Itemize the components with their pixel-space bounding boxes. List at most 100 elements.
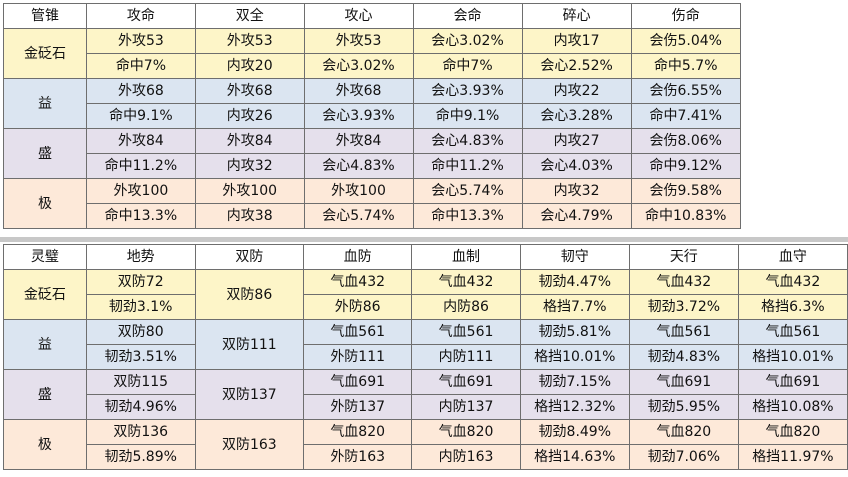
shuangfang-cell: 双防111 — [194, 319, 305, 370]
stat-cell: 会心3.02% — [412, 28, 523, 54]
stat-cell: 气血820 — [737, 419, 848, 445]
stat-cell: 内攻32 — [521, 178, 632, 204]
stat-cell: 外攻68 — [303, 78, 414, 104]
stat-cell: 外攻100 — [303, 178, 414, 204]
stat-cell: 命中11.2% — [85, 153, 196, 179]
stat-cell: 气血691 — [302, 369, 413, 395]
stat-cell: 会心2.52% — [521, 53, 632, 79]
tier-label: 益 — [3, 319, 87, 370]
stat-cell: 气血432 — [737, 269, 848, 295]
table-row: 益外攻68 外攻68 外攻68 会心3.93% 内攻22 会伤6.55% — [3, 78, 848, 129]
stat-cell: 会心4.03% — [521, 153, 632, 179]
table-row: 益双防80 双防111 气血561 气血561 韧劲5.81% 气血561 气血561 — [3, 319, 848, 370]
stat-cell: 气血691 — [411, 369, 521, 395]
column-header: 攻心 — [303, 3, 414, 29]
table-row: 盛双防115 双防137 气血691 气血691 韧劲7.15% 气血691 气血691 — [3, 369, 848, 420]
empty-cell — [740, 53, 848, 79]
stat-cell: 会心3.02% — [303, 53, 414, 79]
stat-cell: 气血561 — [628, 319, 739, 345]
stat-cell: 气血432 — [302, 269, 413, 295]
stat-cell: 韧劲5.89% — [85, 444, 196, 470]
stat-cell: 会心4.83% — [412, 128, 523, 154]
stat-cell: 韧劲4.96% — [85, 394, 196, 420]
stat-cell: 格挡10.01% — [737, 344, 848, 370]
table-title-cell: 灵璧 — [3, 244, 87, 270]
stat-cell: 命中5.7% — [630, 53, 741, 79]
stat-cell: 内防163 — [411, 444, 521, 470]
table-separator — [0, 237, 848, 242]
stat-cell: 命中7.41% — [630, 103, 741, 129]
stat-cell: 内防137 — [411, 394, 521, 420]
stat-cell: 外攻84 — [194, 128, 305, 154]
tier-label: 金砭石 — [3, 28, 87, 79]
stat-cell: 命中9.1% — [412, 103, 523, 129]
table-row: 命中9.1% 内攻26 会心3.93% 命中9.1% 会心3.28% 命中7.41% — [4, 103, 848, 129]
tier-label: 金砭石 — [3, 269, 87, 320]
header-row: 灵璧 地势 双防 血防 血制 韧守 天行 血守 — [3, 244, 848, 270]
stat-cell: 会心4.79% — [521, 203, 632, 229]
stat-cell: 气血432 — [411, 269, 521, 295]
stat-cell: 命中7% — [85, 53, 196, 79]
empty-cell — [740, 203, 848, 229]
column-header: 血防 — [302, 244, 413, 270]
stat-cell: 韧劲4.47% — [519, 269, 630, 295]
stat-cell: 命中13.3% — [412, 203, 523, 229]
stat-cell: 外攻100 — [194, 178, 305, 204]
stat-cell: 外攻100 — [85, 178, 196, 204]
stat-cell: 内攻20 — [194, 53, 305, 79]
stat-cell: 会心5.74% — [412, 178, 523, 204]
empty-cell — [740, 3, 848, 29]
table-row: 韧劲3.1% 外防86 内防86 格挡7.7% 韧劲3.72% 格挡6.3% — [4, 294, 848, 320]
column-header: 天行 — [628, 244, 739, 270]
stat-cell: 会心5.74% — [303, 203, 414, 229]
stat-cell: 格挡10.08% — [737, 394, 848, 420]
stat-cell: 格挡14.63% — [519, 444, 630, 470]
stat-cell: 会心3.28% — [521, 103, 632, 129]
stat-cell: 气血432 — [628, 269, 739, 295]
stat-cell: 外攻53 — [85, 28, 196, 54]
table-title-cell: 管锥 — [3, 3, 87, 29]
table-row: 金砭石 双防72 双防86 气血432 气血432 韧劲4.47% 气血432 气血432 — [3, 269, 848, 320]
tier-label: 益 — [3, 78, 87, 129]
shuangfang-cell: 双防163 — [194, 419, 305, 470]
stat-cell: 外攻68 — [85, 78, 196, 104]
column-header: 会命 — [412, 3, 523, 29]
column-header: 攻命 — [85, 3, 196, 29]
table-row: 极外攻100 外攻100 外攻100 会心5.74% 内攻32 会伤9.58% — [3, 178, 848, 229]
stat-cell: 韧劲3.1% — [85, 294, 196, 320]
stat-cell: 命中10.83% — [630, 203, 741, 229]
guanzhui-stats-table: 管锥 攻命 双全 攻心 会命 碎心 伤命 金砭石 外攻53 外攻53 外攻53 会心3.02% 内攻17… — [3, 3, 848, 229]
stat-cell: 命中9.1% — [85, 103, 196, 129]
column-header: 地势 — [85, 244, 196, 270]
stat-cell: 格挡12.32% — [519, 394, 630, 420]
stat-cell: 会伤5.04% — [630, 28, 741, 54]
stat-cell: 会心3.93% — [412, 78, 523, 104]
column-header: 血守 — [737, 244, 848, 270]
stat-cell: 气血691 — [737, 369, 848, 395]
tier-label: 盛 — [3, 369, 87, 420]
table-row: 命中11.2% 内攻32 会心4.83% 命中11.2% 会心4.03% 命中9.12% — [4, 153, 848, 179]
stat-cell: 内防86 — [411, 294, 521, 320]
stat-cell: 外攻53 — [194, 28, 305, 54]
empty-cell — [740, 28, 848, 54]
stat-cell: 韧劲3.51% — [85, 344, 196, 370]
stat-cell: 外防111 — [302, 344, 413, 370]
stat-cell: 气血561 — [302, 319, 413, 345]
stat-cell: 会心3.93% — [303, 103, 414, 129]
stat-cell: 命中11.2% — [412, 153, 523, 179]
stat-cell: 内攻26 — [194, 103, 305, 129]
column-header: 伤命 — [630, 3, 741, 29]
lingbi-stats-table: 灵璧 地势 双防 血防 血制 韧守 天行 血守 金砭石 双防72 双防86 气血432 气血432 韧劲4… — [3, 244, 848, 470]
stat-cell: 命中9.12% — [630, 153, 741, 179]
table-row: 命中13.3% 内攻38 会心5.74% 命中13.3% 会心4.79% 命中10.83% — [4, 203, 848, 229]
empty-cell — [740, 128, 848, 154]
table-row: 韧劲4.96% 外防137 内防137 格挡12.32% 韧劲5.95% 格挡10.08% — [4, 394, 848, 420]
tier-label: 极 — [3, 178, 87, 229]
stat-cell: 命中13.3% — [85, 203, 196, 229]
stat-cell: 韧劲4.83% — [628, 344, 739, 370]
stat-cell: 内攻38 — [194, 203, 305, 229]
empty-cell — [740, 78, 848, 104]
stat-cell: 韧劲5.81% — [519, 319, 630, 345]
table-row: 盛外攻84 外攻84 外攻84 会心4.83% 内攻27 会伤8.06% — [3, 128, 848, 179]
stat-cell: 韧劲7.15% — [519, 369, 630, 395]
